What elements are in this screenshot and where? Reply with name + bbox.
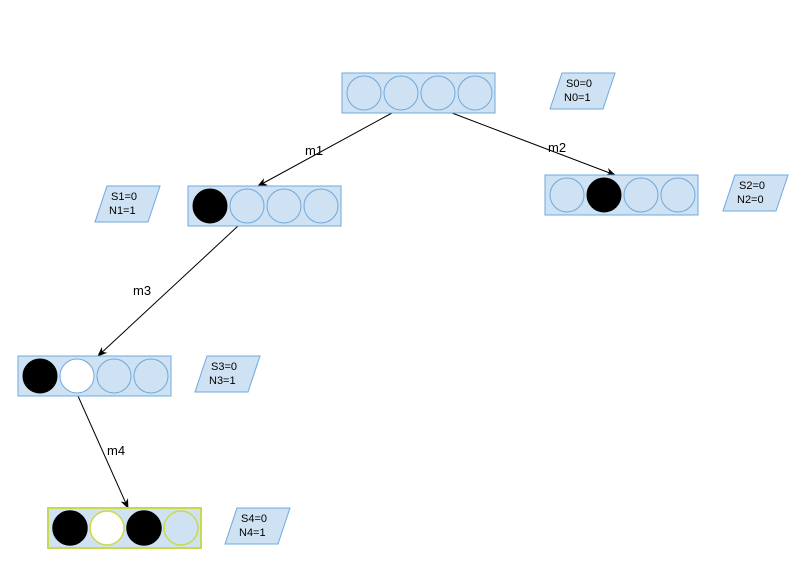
slot-n3-2 [97, 359, 131, 393]
slot-n3-3 [134, 359, 168, 393]
note-line2-n1: N1=1 [109, 205, 136, 217]
note-line1-n2: S2=0 [739, 180, 765, 192]
edge-m3 [98, 226, 238, 356]
state-node-n4 [48, 508, 201, 548]
state-node-n2 [545, 175, 698, 215]
tree-diagram: m1 m2 m3 m4 S0=0 N0=1 S1=0 N1=1 S2=0 N2=0 S3=0 N3=1… [0, 0, 810, 586]
note-line1-n1: S1=0 [111, 191, 137, 203]
note-line2-n0: N0=1 [564, 92, 591, 104]
slot-n2-3 [661, 178, 695, 212]
slot-n4-0 [53, 511, 87, 545]
note-line1-n4: S4=0 [241, 513, 267, 525]
edge-label-m1: m1 [305, 143, 323, 158]
state-node-n1 [188, 186, 341, 226]
slot-n4-1 [90, 511, 124, 545]
slot-n4-2 [127, 511, 161, 545]
slot-n1-2 [267, 189, 301, 223]
slot-n3-0 [23, 359, 57, 393]
note-line2-n3: N3=1 [209, 375, 236, 387]
edge-m1 [258, 113, 392, 186]
slot-n0-2 [421, 76, 455, 110]
slot-n2-2 [624, 178, 658, 212]
edge-label-m3: m3 [133, 283, 151, 298]
slot-n0-1 [384, 76, 418, 110]
slot-n1-3 [304, 189, 338, 223]
slot-n1-1 [230, 189, 264, 223]
note-line1-n0: S0=0 [566, 78, 592, 90]
note-line2-n2: N2=0 [737, 194, 764, 206]
edge-label-m2: m2 [548, 140, 566, 155]
edge-m2 [452, 113, 615, 175]
slot-n4-3 [164, 511, 198, 545]
slot-n3-1 [60, 359, 94, 393]
note-line2-n4: N4=1 [239, 527, 266, 539]
edge-label-m4: m4 [107, 443, 125, 458]
slot-n0-0 [347, 76, 381, 110]
state-node-n0 [342, 73, 495, 113]
slot-n0-3 [458, 76, 492, 110]
slot-n1-0 [193, 189, 227, 223]
slot-n2-0 [550, 178, 584, 212]
slot-n2-1 [587, 178, 621, 212]
note-line1-n3: S3=0 [211, 361, 237, 373]
state-node-n3 [18, 356, 171, 396]
